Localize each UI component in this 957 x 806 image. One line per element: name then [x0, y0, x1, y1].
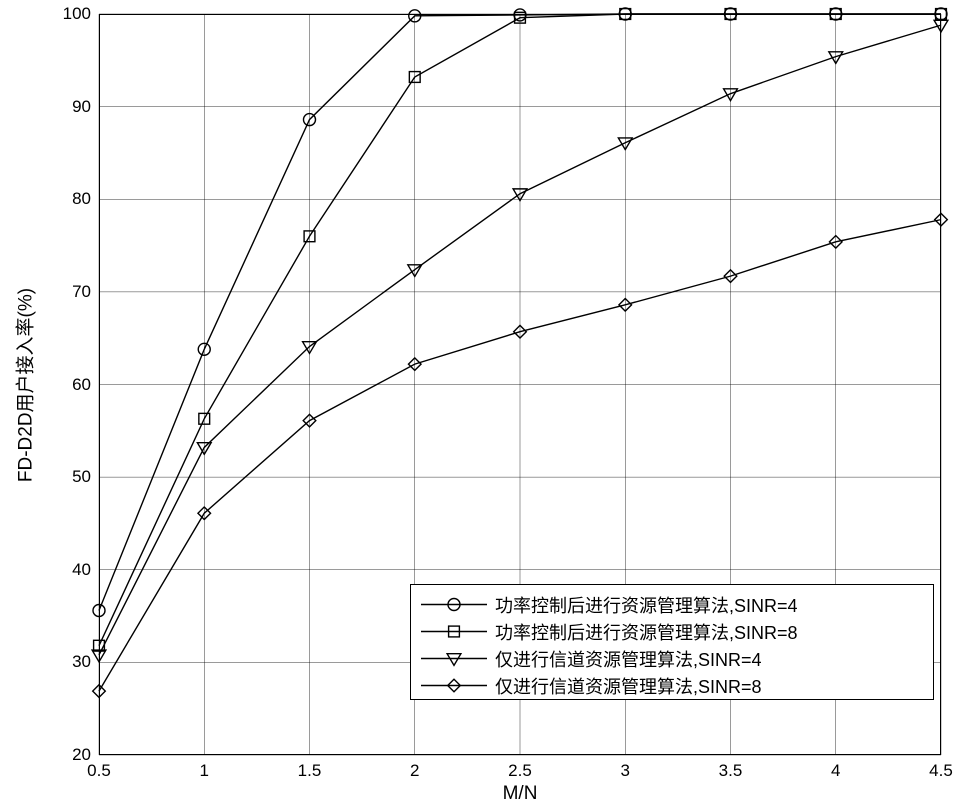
- x-tick-label: 4: [831, 761, 840, 781]
- x-axis-label: M/N: [503, 783, 538, 805]
- legend-item: 功率控制后进行资源管理算法,SINR=8: [419, 618, 798, 645]
- y-tick-label: 50: [72, 467, 91, 487]
- y-tick-label: 80: [72, 189, 91, 209]
- x-tick-label: 1.5: [298, 761, 322, 781]
- legend-item: 功率控制后进行资源管理算法,SINR=4: [419, 591, 798, 618]
- x-tick-label: 2.5: [508, 761, 532, 781]
- legend-label: 仅进行信道资源管理算法,SINR=8: [495, 673, 762, 699]
- legend-item: 仅进行信道资源管理算法,SINR=8: [419, 672, 762, 699]
- series-line-1: [99, 14, 941, 646]
- y-tick-label: 100: [63, 4, 91, 24]
- legend: 功率控制后进行资源管理算法,SINR=4功率控制后进行资源管理算法,SINR=8…: [410, 584, 934, 700]
- legend-swatch: [419, 591, 489, 618]
- x-tick-label: 2: [410, 761, 419, 781]
- x-tick-label: 3: [621, 761, 630, 781]
- legend-label: 功率控制后进行资源管理算法,SINR=8: [495, 619, 798, 645]
- legend-label: 仅进行信道资源管理算法,SINR=4: [495, 646, 762, 672]
- legend-swatch: [419, 645, 489, 672]
- y-tick-label: 90: [72, 97, 91, 117]
- y-axis-label: FD-D2D用户接入率(%): [11, 287, 38, 481]
- x-tick-label: 1: [200, 761, 209, 781]
- legend-label: 功率控制后进行资源管理算法,SINR=4: [495, 592, 798, 618]
- series-line-2: [99, 25, 941, 655]
- figure-root: 0.511.522.533.544.5 2030405060708090100 …: [0, 0, 957, 806]
- legend-swatch: [419, 618, 489, 645]
- y-tick-label: 70: [72, 282, 91, 302]
- series-line-0: [99, 14, 941, 611]
- x-tick-label: 4.5: [929, 761, 953, 781]
- y-tick-label: 20: [72, 745, 91, 765]
- y-tick-label: 40: [72, 560, 91, 580]
- y-tick-label: 30: [72, 652, 91, 672]
- legend-item: 仅进行信道资源管理算法,SINR=4: [419, 645, 762, 672]
- y-tick-label: 60: [72, 375, 91, 395]
- x-tick-label: 3.5: [719, 761, 743, 781]
- legend-swatch: [419, 672, 489, 699]
